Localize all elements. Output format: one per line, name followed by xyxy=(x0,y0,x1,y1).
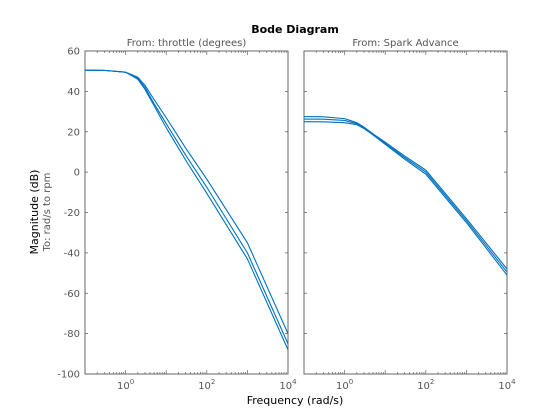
y-tick-label: -60 xyxy=(64,289,80,300)
y-axis-sublabel: To: rad/s to rpm xyxy=(42,173,53,253)
x-tick-label: 104 xyxy=(279,378,297,392)
x-tick-label: 100 xyxy=(336,378,353,392)
panel-ticks-right xyxy=(303,50,508,375)
panel-spark-advance: From: Spark Advance xyxy=(303,38,508,375)
x-tick-label: 102 xyxy=(417,378,434,392)
chart-title: Bode Diagram xyxy=(251,23,339,36)
panel-lines-right xyxy=(303,116,508,276)
y-tick-label: 40 xyxy=(67,87,80,98)
x-tick-label: 102 xyxy=(198,378,215,392)
y-axis-label: Magnitude (dB) xyxy=(28,170,41,255)
panel-subtitle-throttle: From: throttle (degrees) xyxy=(127,38,247,49)
magnitude-curve-1-2 xyxy=(303,121,508,276)
panel-lines-left xyxy=(84,69,289,350)
y-tick-labels: 60 40 20 0 -20 -40 -60 -80 -100 xyxy=(57,47,80,381)
x-tick-labels: 100 102 104 100 102 104 xyxy=(117,378,516,392)
y-tick-label: -80 xyxy=(64,329,80,340)
y-tick-label: -100 xyxy=(57,370,80,381)
magnitude-curve-0-2 xyxy=(84,69,289,350)
y-tick-label: -40 xyxy=(64,248,80,259)
axes-frame-left xyxy=(84,50,289,375)
panel-ticks-left xyxy=(84,50,289,375)
x-tick-label: 104 xyxy=(498,378,516,392)
axes-frame-right xyxy=(303,50,508,375)
panel-throttle: From: throttle (degrees) xyxy=(84,38,289,375)
panel-subtitle-spark: From: Spark Advance xyxy=(352,38,458,49)
x-axis-label: Frequency (rad/s) xyxy=(247,394,344,407)
y-tick-label: -20 xyxy=(64,208,80,219)
y-tick-label: 0 xyxy=(74,168,80,179)
y-tick-label: 60 xyxy=(67,47,80,58)
y-tick-label: 20 xyxy=(67,127,80,138)
x-tick-label: 100 xyxy=(117,378,134,392)
